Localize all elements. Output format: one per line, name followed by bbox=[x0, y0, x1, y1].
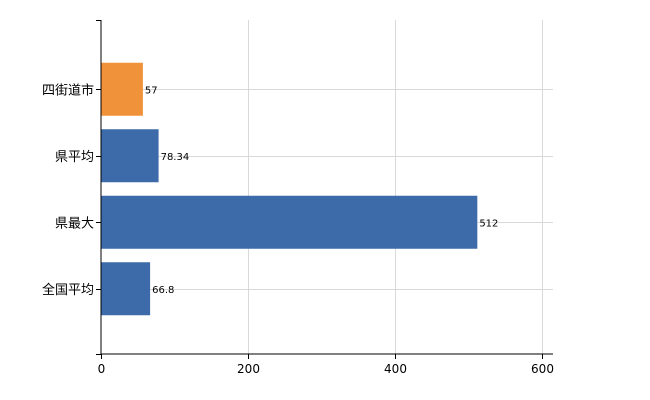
x-tick-label-0: 0 bbox=[98, 362, 106, 376]
bar-1 bbox=[101, 129, 159, 183]
bar-layer bbox=[101, 62, 478, 316]
category-label-3: 全国平均 bbox=[42, 282, 94, 298]
x-tick-label-3: 600 bbox=[531, 362, 554, 376]
data-label-1: 78.34 bbox=[161, 152, 190, 163]
category-label-2: 県最大 bbox=[55, 216, 94, 231]
x-tick-label-2: 400 bbox=[384, 362, 407, 376]
grid-layer bbox=[101, 20, 553, 354]
data-label-3: 66.8 bbox=[152, 285, 174, 296]
label-layer: 57 78.34 512 66.8 bbox=[145, 85, 499, 296]
category-label-1: 県平均 bbox=[55, 150, 94, 165]
bar-2 bbox=[101, 195, 478, 249]
bar-3 bbox=[101, 262, 151, 316]
x-tick-label-1: 200 bbox=[237, 362, 260, 376]
data-label-0: 57 bbox=[145, 85, 158, 96]
bar-0 bbox=[101, 62, 143, 116]
category-label-0: 四街道市 bbox=[42, 82, 94, 98]
data-label-2: 512 bbox=[479, 218, 498, 229]
